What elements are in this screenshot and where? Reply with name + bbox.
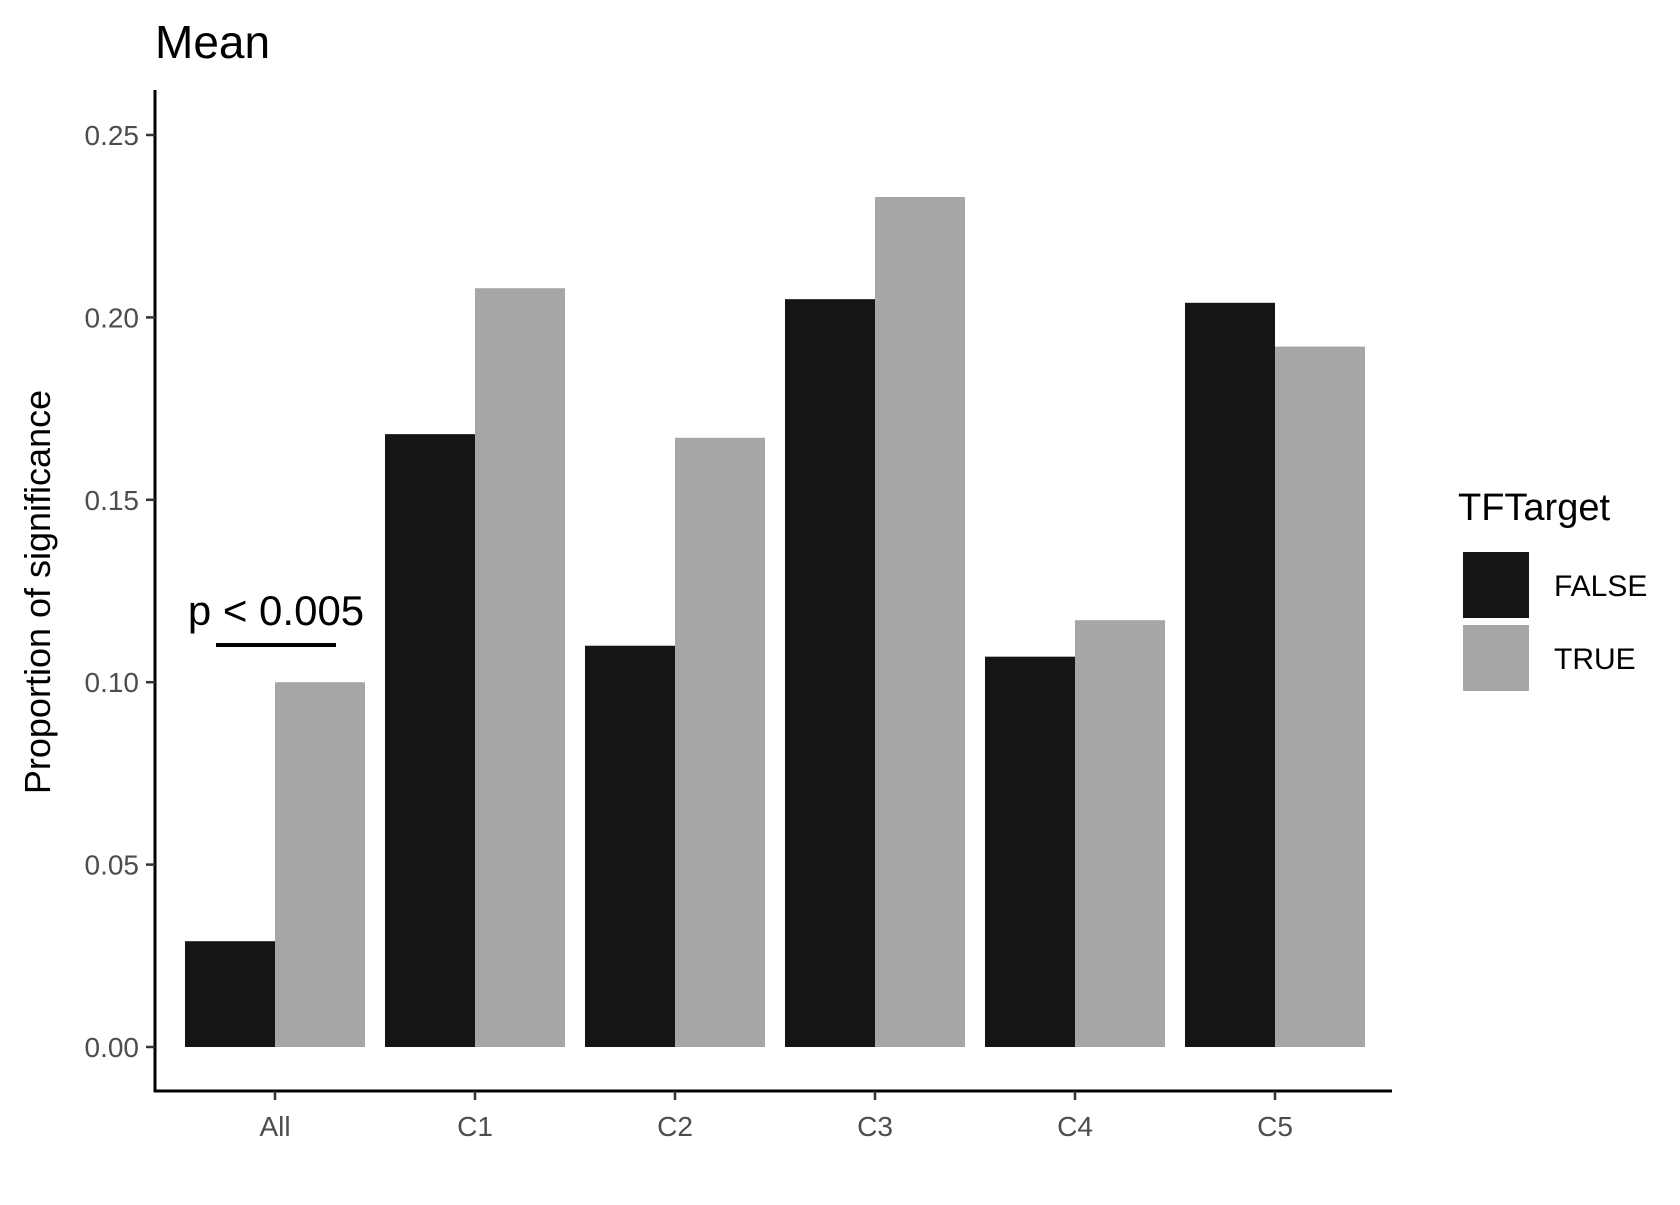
y-tick-label: 0.20 xyxy=(85,302,140,333)
legend-label-true: TRUE xyxy=(1554,643,1636,676)
bar-c2-true xyxy=(675,437,765,1047)
bar-c4-false xyxy=(985,656,1075,1047)
significance-annotation: p < 0.005 xyxy=(188,587,364,634)
legend: TFTarget FALSE TRUE xyxy=(1458,487,1647,691)
x-tick-label: C3 xyxy=(857,1111,893,1142)
y-tick-label: 0.10 xyxy=(85,667,140,698)
bar-all-false xyxy=(185,941,275,1047)
legend-items: FALSE TRUE xyxy=(1463,552,1647,691)
legend-key-false xyxy=(1463,552,1529,618)
bar-c3-false xyxy=(785,299,875,1047)
bar-c2-false xyxy=(585,645,675,1047)
y-tick-label: 0.05 xyxy=(85,850,140,881)
bar-c1-false xyxy=(385,434,475,1047)
x-tick-label: C5 xyxy=(1257,1111,1293,1142)
bar-c5-false xyxy=(1185,302,1275,1048)
bar-c5-true xyxy=(1275,346,1365,1048)
x-tick-label: C4 xyxy=(1057,1111,1093,1142)
x-tick-label: All xyxy=(259,1111,290,1142)
y-tick-label: 0.15 xyxy=(85,485,140,516)
bar-c4-true xyxy=(1075,620,1165,1047)
legend-title: TFTarget xyxy=(1458,487,1610,529)
plot-area: 0.00 0.05 0.10 0.15 0.20 0.25 All C1 C2 C3 C4 C5 p <… xyxy=(85,90,1392,1142)
bar-c1-true xyxy=(475,288,565,1047)
legend-label-false: FALSE xyxy=(1554,570,1647,603)
bar-c3-true xyxy=(875,197,965,1048)
chart-title: Mean xyxy=(155,16,270,68)
y-tick-label: 0.25 xyxy=(85,120,140,151)
y-axis-title: Proportion of significance xyxy=(17,390,58,794)
x-tick-label: C2 xyxy=(657,1111,693,1142)
x-tick-label: C1 xyxy=(457,1111,493,1142)
y-tick-label: 0.00 xyxy=(85,1032,140,1063)
bar-all-true xyxy=(275,682,365,1047)
legend-key-true xyxy=(1463,625,1529,691)
